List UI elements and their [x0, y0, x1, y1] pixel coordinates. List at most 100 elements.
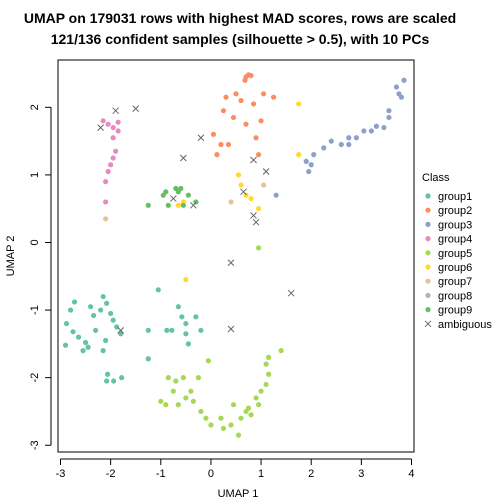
group6-point — [238, 182, 244, 188]
x-tick-label: 0 — [208, 468, 214, 480]
group4-point — [115, 128, 121, 134]
group1-point — [82, 339, 89, 346]
group1-point — [164, 327, 170, 333]
cross-stroke — [190, 201, 197, 209]
cross-stroke — [250, 212, 257, 219]
group1-point — [103, 337, 109, 344]
group1-point — [179, 314, 185, 320]
ambiguous-point — [190, 201, 197, 209]
group5-point — [173, 378, 179, 384]
group1-point — [119, 375, 125, 381]
group5-point — [195, 375, 201, 381]
ambiguous-point — [250, 156, 257, 164]
group2-point — [258, 118, 264, 124]
legend-label-group8: group8 — [438, 290, 472, 302]
legend-title: Class — [422, 172, 450, 184]
cross-stroke — [97, 124, 104, 131]
cross-stroke — [132, 105, 140, 113]
group5-point — [165, 375, 171, 381]
cross-stroke — [112, 107, 120, 115]
group5-point — [235, 432, 242, 438]
cross-stroke — [169, 195, 177, 202]
group5-point — [180, 375, 186, 381]
group5-point — [263, 381, 269, 388]
group7-point — [228, 199, 234, 205]
legend-label-group2: group2 — [438, 205, 472, 217]
x-tick-label: 2 — [308, 468, 314, 480]
group1-point — [93, 327, 99, 333]
ambiguous-point — [132, 105, 140, 113]
ambiguous-point — [227, 325, 235, 333]
group6-point — [175, 202, 181, 208]
group3-point — [381, 124, 387, 131]
group5-point — [265, 371, 272, 377]
group9-point — [185, 192, 191, 198]
legend-label-group4: group4 — [438, 234, 472, 246]
legend-label-group5: group5 — [438, 248, 472, 260]
group2-point — [253, 135, 259, 141]
cross-stroke — [117, 326, 125, 334]
group5-point — [228, 422, 234, 428]
legend-marker-group9 — [425, 307, 431, 313]
ambiguous-point — [97, 124, 104, 131]
legend-marker-group2 — [425, 207, 431, 213]
legend-marker-group8 — [425, 292, 431, 298]
group5-point — [203, 415, 209, 421]
group5-point — [190, 398, 196, 404]
group3-point — [303, 158, 309, 164]
legend-label-group1: group1 — [438, 191, 472, 203]
group1-point — [104, 378, 110, 384]
group2-point — [214, 152, 220, 158]
y-tick-label: 0 — [29, 239, 41, 245]
group1-point — [145, 356, 151, 362]
group5-point — [253, 395, 259, 401]
ambiguous-point — [117, 326, 125, 334]
group6-point — [255, 206, 262, 212]
y-tick-label: -2 — [29, 373, 41, 383]
group1-point — [185, 341, 191, 347]
group5-point — [265, 354, 272, 360]
group2-point — [233, 91, 239, 97]
group3-point — [308, 162, 314, 168]
group2-point — [238, 97, 244, 104]
legend-marker-group3 — [425, 221, 431, 227]
group4-point — [103, 199, 109, 205]
group5-point — [198, 408, 204, 415]
legend-label-group7: group7 — [438, 276, 472, 288]
group1-point — [100, 348, 106, 354]
group2-point — [243, 121, 249, 127]
group2-point — [255, 152, 262, 158]
group3-point — [346, 141, 352, 148]
group3-point — [373, 123, 379, 129]
x-tick-label: -1 — [156, 468, 166, 480]
group1-point — [108, 310, 114, 317]
group2-point — [218, 141, 224, 148]
group9-point — [180, 202, 186, 208]
group1-point — [63, 320, 70, 327]
chart-title-line1: UMAP on 179031 rows with highest MAD sco… — [24, 10, 456, 26]
group7-point — [103, 216, 109, 222]
group1-point — [183, 320, 189, 327]
group3-point — [368, 128, 374, 134]
group2-point — [230, 114, 237, 121]
group3-point — [401, 77, 407, 83]
x-tick-label: -2 — [106, 468, 116, 480]
legend-marker-group7 — [425, 278, 431, 284]
y-tick-label: 1 — [29, 172, 41, 178]
group3-point — [311, 152, 317, 158]
cross-stroke — [227, 325, 235, 333]
group4-point — [115, 119, 121, 125]
group3-point — [328, 138, 334, 144]
group3-point — [353, 135, 359, 141]
group3-point — [398, 94, 405, 100]
group5-point — [248, 412, 254, 418]
group5-point — [158, 398, 164, 404]
group5-point — [245, 405, 252, 411]
group3-point — [306, 168, 312, 175]
group3-point — [393, 84, 400, 90]
legend-label-ambiguous: ambiguous — [438, 319, 492, 331]
group1-point — [80, 348, 86, 354]
group1-point — [70, 329, 76, 335]
group3-point — [386, 114, 392, 121]
chart-title-line2: 121/136 confident samples (silhouette > … — [51, 31, 430, 47]
